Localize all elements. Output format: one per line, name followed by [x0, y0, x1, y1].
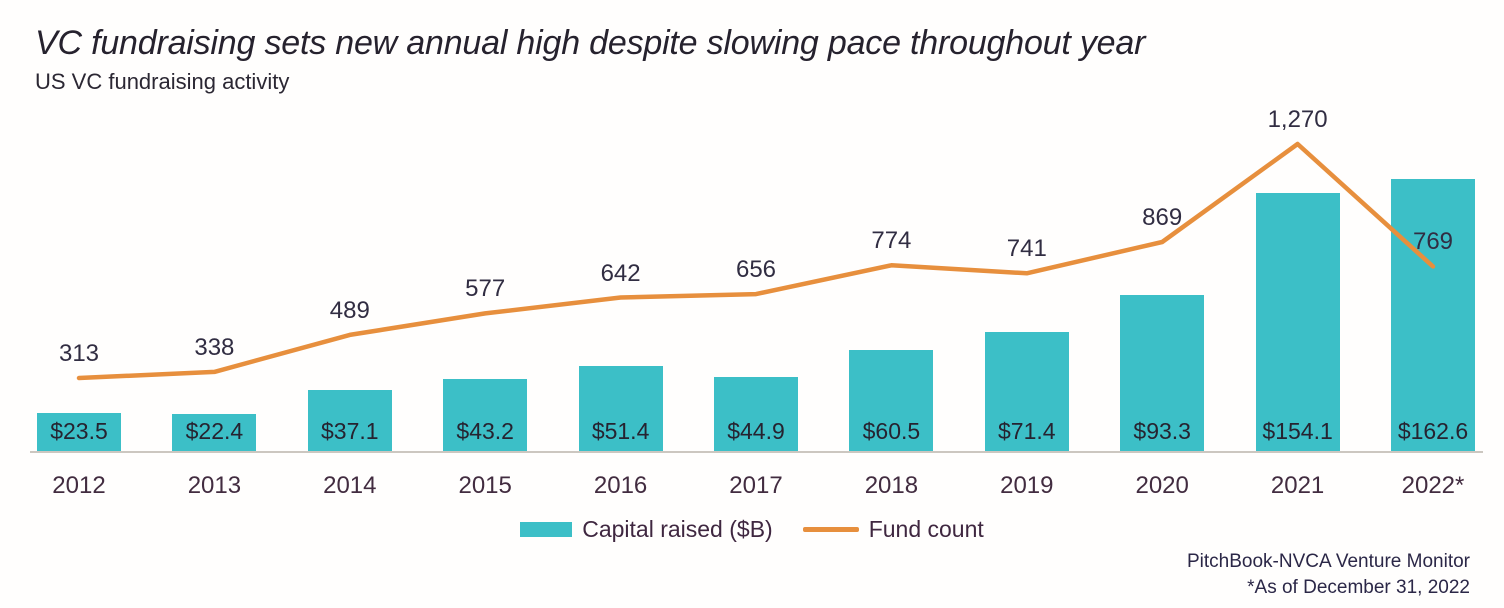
legend-label-fund-count: Fund count	[868, 516, 984, 542]
bar-2015	[443, 379, 528, 452]
bar-value-label: $22.4	[185, 418, 244, 444]
fund-count-label: 869	[1142, 204, 1183, 232]
x-axis-label: 2018	[864, 472, 919, 499]
bar-value-label: $44.9	[727, 418, 785, 444]
bar-value-label: $162.6	[1397, 418, 1469, 444]
chart-subtitle: US VC fundraising activity	[35, 69, 290, 94]
fund-count-label: 774	[871, 227, 912, 255]
x-axis-label: 2014	[323, 472, 377, 499]
x-axis-label: 2016	[593, 472, 648, 499]
bar-value-label: $51.4	[591, 418, 650, 444]
fund-count-label: 313	[58, 339, 100, 367]
chart-title: VC fundraising sets new annual high desp…	[35, 24, 1146, 62]
x-axis-label: 2015	[458, 472, 512, 499]
x-axis-label: 2020	[1135, 472, 1189, 499]
bar-value-label: $37.1	[321, 418, 379, 444]
bar-2021	[1255, 193, 1340, 452]
fund-count-label: 741	[1006, 235, 1047, 263]
x-axis-label: 2013	[187, 472, 242, 499]
x-axis-label: 2019	[1000, 472, 1054, 499]
bar-value-label: $43.2	[456, 418, 514, 444]
fund-count-label: 769	[1412, 228, 1454, 256]
bar-2013	[172, 414, 257, 452]
bar-value-label: $71.4	[998, 418, 1056, 444]
bar-value-label: $93.3	[1133, 418, 1191, 444]
bar-value-label: $154.1	[1262, 418, 1333, 444]
capital-raised-swatch-icon	[520, 522, 573, 537]
source-attribution: PitchBook-NVCA Venture Monitor *As of De…	[1187, 549, 1470, 601]
x-axis-line	[30, 451, 1483, 453]
x-axis-label: 2017	[729, 472, 783, 499]
fund-count-label: 577	[465, 275, 506, 303]
fund-count-label: 489	[329, 296, 370, 324]
bar-2017	[714, 376, 798, 452]
bar-2012	[37, 412, 121, 452]
legend-item-capital-raised: Capital raised ($B)	[520, 516, 773, 543]
x-axis-label: 2012	[52, 472, 106, 499]
bar-value-label: $60.5	[862, 418, 921, 444]
x-axis-label: 2021	[1270, 472, 1325, 499]
bar-value-label: $23.5	[50, 418, 108, 444]
x-axis-label: 2022*	[1401, 472, 1465, 499]
fund-count-label: 338	[194, 333, 235, 361]
bar-2014	[307, 389, 392, 452]
fund-count-label: 642	[600, 259, 641, 287]
legend-label-capital-raised: Capital raised ($B)	[582, 516, 773, 542]
fund-count-line-icon	[802, 527, 859, 532]
asof-line: *As of December 31, 2022	[1247, 577, 1470, 598]
bar-2022	[1391, 178, 1475, 452]
fund-count-label: 656	[735, 256, 777, 284]
chart-legend: Capital raised ($B) Fund count	[0, 516, 1504, 543]
source-line: PitchBook-NVCA Venture Monitor	[1186, 551, 1470, 572]
legend-item-fund-count: Fund count	[802, 516, 984, 543]
fund-count-label: 1,270	[1267, 105, 1328, 133]
